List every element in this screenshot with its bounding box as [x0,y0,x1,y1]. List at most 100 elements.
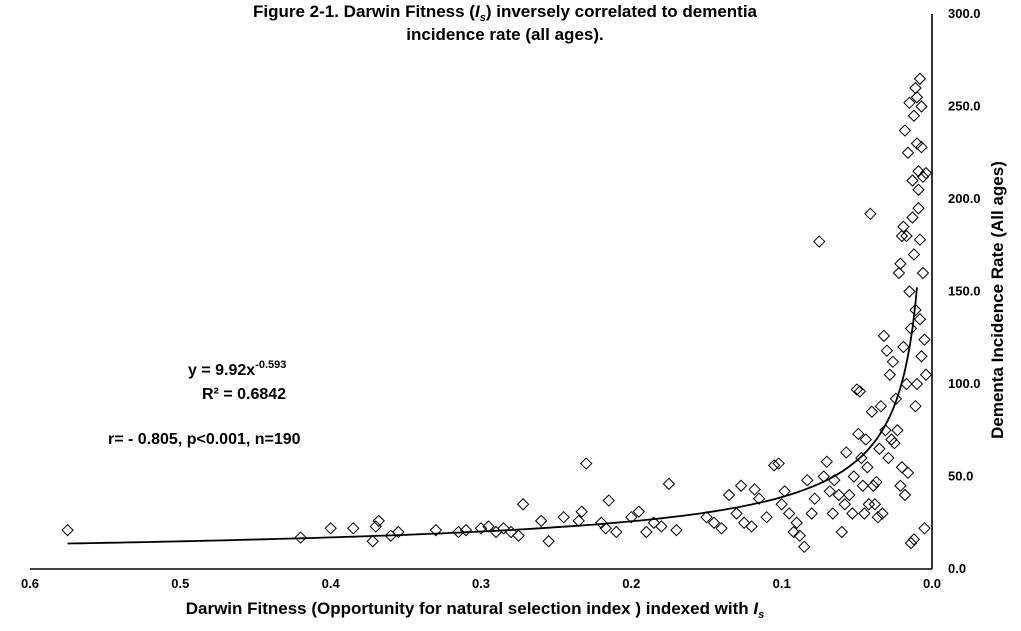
x-tick-label: 0.6 [21,576,39,591]
data-point [516,498,530,511]
data-point [852,427,865,441]
data-point [907,109,921,122]
data-point [826,507,839,520]
data-point [429,523,443,537]
data-point [715,522,728,535]
data-point [752,492,766,505]
data-point [647,516,661,529]
data-point [888,436,901,450]
data-point [867,479,880,492]
data-point [832,488,846,502]
data-point [557,510,570,524]
data-point [504,525,518,539]
y-tick-label: 300.0 [948,6,981,21]
y-tick-label: 150.0 [948,284,981,299]
data-point [907,533,921,546]
data-point [790,516,803,529]
data-point [912,202,925,215]
data-point [847,470,861,483]
data-point [913,233,927,246]
data-point [798,540,811,554]
data-point [392,525,405,539]
data-point [903,96,916,110]
data-point [793,529,806,542]
data-point [737,516,751,529]
data-point [861,461,874,474]
data-point [787,525,800,539]
data-point [595,516,608,529]
data-point [632,505,646,518]
data-point [369,520,382,533]
data-point [730,507,743,520]
data-point [366,535,379,548]
data-point [808,492,821,505]
data-point [892,266,906,280]
x-tick-label: 0.5 [171,576,189,591]
data-point [760,510,773,524]
data-point [853,385,867,398]
chart-title-line-2: incidence rate (all ages). [406,25,603,44]
data-point [700,510,713,524]
data-point [858,507,871,520]
data-point [870,475,883,489]
data-point [886,355,900,369]
data-point [885,433,898,446]
data-point [876,507,889,520]
x-tick-label: 0.4 [322,576,341,591]
data-point [801,473,814,487]
data-point [828,473,841,487]
data-point [474,522,488,535]
data-point [859,433,873,446]
data-point [865,405,879,418]
data-point [772,457,785,470]
data-point [910,91,924,104]
data-point [640,525,653,539]
data-point [855,451,868,465]
data-point [916,170,930,184]
data-point [670,523,683,537]
data-point [919,368,933,381]
data-point [347,522,360,535]
data-point [898,488,912,502]
data-point [918,522,931,535]
data-point [599,522,612,535]
data-point [903,285,916,298]
data-point [864,207,877,221]
data-point [497,522,510,535]
data-point [904,536,918,550]
data-point [452,525,465,539]
data-point [918,333,931,346]
data-point [745,520,758,533]
data-point [734,479,748,492]
data-point [894,257,907,270]
data-point [900,377,913,391]
data-point [782,507,796,520]
data-point [910,377,924,391]
data-point [542,535,555,548]
data-point [748,483,761,496]
data-point [915,350,928,363]
data-point [879,424,892,437]
data-point [912,183,925,196]
y-tick-label: 250.0 [948,99,981,114]
data-point [843,488,856,502]
data-point [625,510,638,524]
data-point [512,529,525,542]
data-points [61,72,933,554]
data-point [910,137,924,150]
data-point [846,507,859,520]
data-point [575,505,588,518]
data-point [873,442,886,455]
data-point [871,510,885,524]
x-tick-label: 0.0 [923,576,941,591]
data-point [901,466,915,480]
data-point [482,520,495,533]
data-point [874,399,888,413]
data-point [324,522,337,535]
data-point [850,383,864,396]
data-point [895,229,909,243]
data-point [913,72,927,85]
data-point [838,498,852,511]
data-point [805,507,818,520]
